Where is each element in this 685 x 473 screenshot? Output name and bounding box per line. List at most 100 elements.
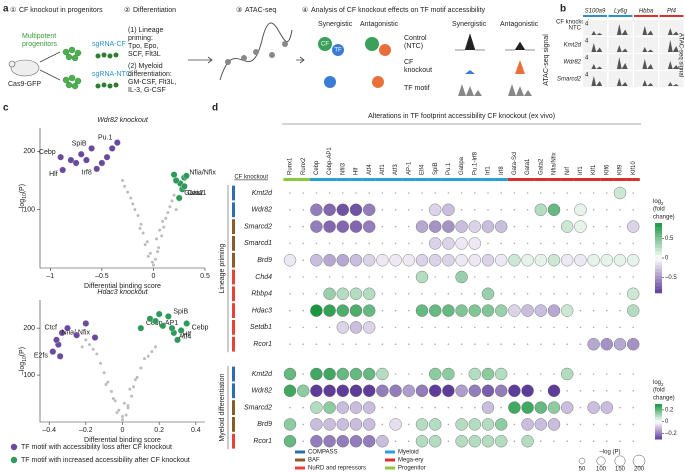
colorbar-step bbox=[655, 268, 662, 273]
dot bbox=[455, 237, 468, 250]
empty-dot bbox=[289, 225, 291, 228]
column-label: Nfil3 bbox=[340, 162, 346, 175]
dot bbox=[521, 254, 534, 267]
dot bbox=[349, 367, 363, 381]
peak bbox=[455, 70, 485, 74]
dot bbox=[363, 384, 376, 397]
point bbox=[82, 320, 90, 327]
step-number: ① bbox=[10, 6, 16, 14]
group-label: Lineage priming bbox=[219, 244, 226, 294]
colorbar-step bbox=[655, 226, 662, 231]
dot bbox=[561, 220, 574, 233]
row-color bbox=[232, 252, 235, 268]
dot bbox=[547, 203, 561, 217]
empty-dot bbox=[289, 406, 291, 409]
empty-dot bbox=[526, 326, 529, 329]
empty-dot bbox=[434, 293, 437, 295]
column-color bbox=[468, 178, 482, 181]
colorbar-step bbox=[655, 233, 662, 238]
row-label: TF motif bbox=[404, 85, 430, 92]
empty-dot bbox=[487, 242, 489, 245]
empty-dot bbox=[474, 293, 476, 295]
dot bbox=[363, 287, 376, 300]
column-color bbox=[402, 178, 416, 181]
empty-dot bbox=[513, 192, 516, 194]
empty-dot bbox=[408, 309, 410, 312]
column-color bbox=[455, 178, 469, 181]
tf-icon bbox=[324, 76, 336, 88]
empty-dot bbox=[606, 309, 608, 312]
cf-icon bbox=[318, 37, 332, 51]
size-legend-dot bbox=[578, 457, 586, 465]
point bbox=[170, 171, 178, 179]
column-label: AP-1 bbox=[406, 161, 412, 175]
empty-dot bbox=[619, 373, 621, 375]
empty-dot bbox=[447, 423, 450, 426]
empty-dot bbox=[500, 406, 503, 409]
empty-dot bbox=[513, 225, 516, 228]
colorbar-step bbox=[655, 275, 662, 280]
dot bbox=[481, 287, 495, 300]
empty-dot bbox=[579, 406, 582, 409]
empty-dot bbox=[408, 209, 410, 211]
point bbox=[122, 401, 126, 405]
empty-dot bbox=[434, 276, 437, 278]
colorbar-tick-label: 0.5 bbox=[665, 236, 674, 242]
empty-dot bbox=[394, 293, 397, 295]
point bbox=[129, 196, 133, 200]
column-label: Cebp-AP1 bbox=[327, 147, 333, 175]
point bbox=[110, 390, 113, 393]
dot bbox=[323, 220, 336, 233]
x-tick-label: –0.4 bbox=[42, 427, 56, 434]
row-color bbox=[232, 320, 235, 335]
column-label: Irf1 bbox=[578, 166, 584, 175]
point bbox=[91, 347, 95, 351]
empty-dot bbox=[619, 390, 621, 392]
dot bbox=[376, 254, 389, 267]
legend-label: Myeloid bbox=[398, 450, 419, 456]
row-color bbox=[232, 219, 235, 234]
dot bbox=[547, 254, 561, 267]
track-signal bbox=[583, 31, 607, 35]
dot bbox=[521, 435, 534, 448]
x-tick-label: 0.5 bbox=[200, 273, 210, 280]
row-label: Brd9 bbox=[257, 257, 272, 264]
empty-dot bbox=[328, 276, 331, 278]
empty-dot bbox=[447, 440, 450, 443]
dot bbox=[521, 401, 534, 414]
track-bg bbox=[634, 20, 658, 36]
empty-dot bbox=[632, 390, 634, 392]
dot bbox=[627, 254, 640, 267]
dot bbox=[323, 254, 336, 267]
row-label: Rcor1 bbox=[253, 438, 272, 445]
dot bbox=[349, 418, 363, 431]
empty-dot bbox=[526, 293, 529, 295]
point bbox=[128, 387, 132, 391]
dot bbox=[481, 401, 495, 414]
point bbox=[133, 208, 137, 212]
dot bbox=[468, 237, 481, 250]
point bbox=[139, 366, 143, 370]
empty-dot bbox=[553, 242, 555, 245]
empty-dot bbox=[434, 343, 437, 346]
empty-dot bbox=[526, 343, 529, 346]
dot bbox=[363, 203, 376, 217]
arrow bbox=[296, 56, 305, 64]
empty-dot bbox=[619, 309, 621, 312]
row-color bbox=[232, 236, 235, 251]
point bbox=[138, 226, 142, 230]
empty-dot bbox=[592, 242, 595, 245]
gene-bar bbox=[659, 15, 684, 17]
point-label: SpiB bbox=[72, 140, 87, 147]
empty-dot bbox=[540, 373, 542, 375]
dot bbox=[336, 435, 349, 448]
empty-dot bbox=[487, 192, 489, 194]
dot bbox=[455, 435, 468, 448]
point bbox=[99, 361, 102, 365]
point bbox=[139, 222, 143, 226]
empty-dot bbox=[381, 293, 384, 295]
empty-dot bbox=[368, 343, 371, 346]
point bbox=[104, 382, 108, 386]
point bbox=[152, 317, 159, 325]
